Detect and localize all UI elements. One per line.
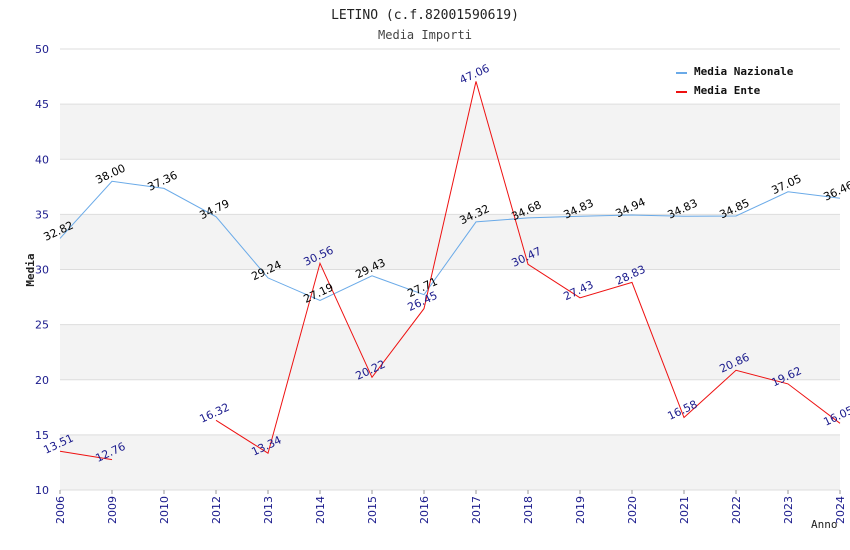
- x-tick-label: 2017: [470, 496, 483, 524]
- y-tick-label: 35: [35, 208, 49, 221]
- legend-label-ente: Media Ente: [694, 84, 761, 97]
- plot-band: [60, 324, 840, 380]
- x-tick-label: 2024: [834, 496, 847, 524]
- x-tick-label: 2009: [106, 496, 119, 524]
- y-tick-label: 30: [35, 264, 49, 277]
- y-tick-label: 50: [35, 43, 49, 56]
- series-line-0: [59, 180, 841, 302]
- y-axis-label: Media: [24, 253, 37, 286]
- series-line-1: [59, 450, 113, 461]
- y-tick-label: 20: [35, 374, 49, 387]
- x-tick-label: 2013: [262, 496, 275, 524]
- x-tick-label: 2018: [522, 496, 535, 524]
- chart-subtitle: Media Importi: [378, 28, 472, 42]
- plot-band: [60, 434, 840, 490]
- series-line-1: [215, 81, 841, 454]
- legend: Media Nazionale Media Ente: [670, 60, 810, 102]
- x-tick-label: 2012: [210, 496, 223, 524]
- legend-box: [670, 60, 810, 102]
- y-tick-label: 25: [35, 319, 49, 332]
- x-tick-label: 2019: [574, 496, 587, 524]
- x-axis-label: Anno: [811, 518, 838, 531]
- x-tick-label: 2014: [314, 496, 327, 524]
- plot-band: [60, 104, 840, 160]
- x-tick-label: 2006: [54, 496, 67, 524]
- plot-band: [60, 214, 840, 270]
- plot-band: [60, 159, 840, 215]
- x-tick-label: 2021: [678, 496, 691, 524]
- x-tick-label: 2020: [626, 496, 639, 524]
- x-tick-label: 2015: [366, 496, 379, 524]
- plot-band: [60, 379, 840, 435]
- legend-label-nazionale: Media Nazionale: [694, 65, 794, 78]
- x-tick-label: 2022: [730, 496, 743, 524]
- plot-band: [60, 269, 840, 325]
- chart-title: LETINO (c.f.82001590619): [331, 8, 519, 23]
- y-tick-label: 45: [35, 98, 49, 111]
- x-tick-label: 2016: [418, 496, 431, 524]
- y-tick-label: 40: [35, 153, 49, 166]
- y-tick-label: 10: [35, 484, 49, 497]
- y-tick-label: 15: [35, 429, 49, 442]
- x-tick-label: 2010: [158, 496, 171, 524]
- x-tick-label: 2023: [782, 496, 795, 524]
